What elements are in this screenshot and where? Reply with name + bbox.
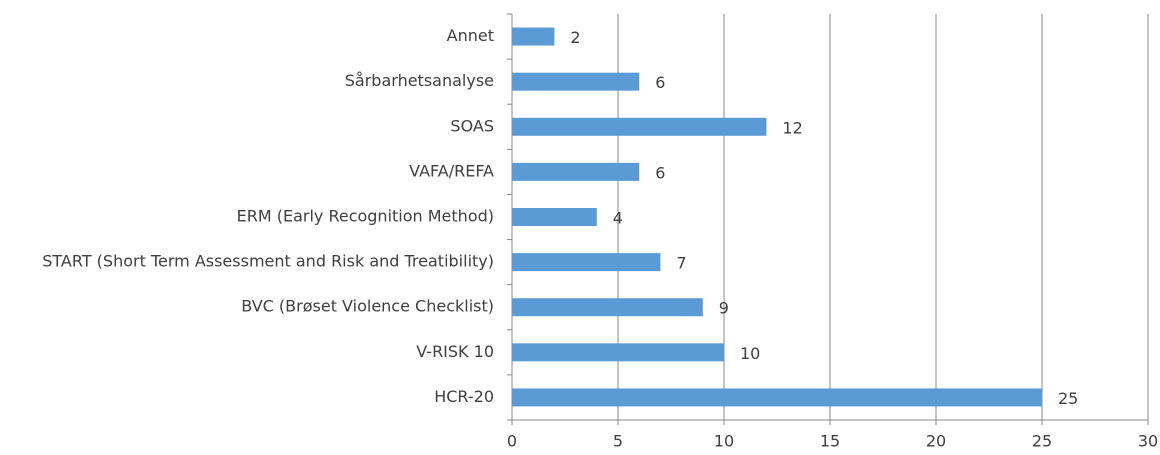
data-label: 2 (570, 28, 580, 47)
data-label: 10 (740, 344, 760, 363)
x-tick-label: 5 (613, 432, 623, 451)
x-tick-label: 20 (926, 432, 946, 451)
x-tick-label: 25 (1032, 432, 1052, 451)
x-tick-label: 10 (714, 432, 734, 451)
bar (512, 72, 640, 91)
bar (512, 388, 1042, 407)
y-tick-label: Annet (447, 26, 494, 45)
x-tick-label: 15 (820, 432, 840, 451)
bar (512, 298, 703, 317)
y-tick-label: Sårbarhetsanalyse (345, 71, 494, 90)
x-tick-label: 30 (1138, 432, 1158, 451)
bar (512, 343, 724, 362)
x-tick-label: 0 (507, 432, 517, 451)
bar (512, 117, 767, 136)
data-label: 7 (676, 254, 686, 273)
data-label: 12 (782, 118, 802, 137)
bar (512, 253, 661, 272)
data-label: 4 (613, 209, 623, 228)
y-tick-label: V-RISK 10 (416, 342, 494, 361)
bar (512, 162, 640, 181)
y-tick-label: VAFA/REFA (409, 161, 494, 180)
data-label: 6 (655, 73, 665, 92)
data-label: 25 (1058, 389, 1078, 408)
y-tick-label: SOAS (450, 116, 494, 135)
y-tick-label: ERM (Early Recognition Method) (237, 207, 494, 226)
y-tick-label: START (Short Term Assessment and Risk an… (42, 252, 494, 271)
bar (512, 27, 555, 46)
bar (512, 208, 597, 226)
data-label: 6 (655, 163, 665, 182)
data-label: 9 (719, 299, 729, 318)
y-tick-label: HCR-20 (434, 387, 494, 406)
y-tick-label: BVC (Brøset Violence Checklist) (241, 297, 494, 316)
